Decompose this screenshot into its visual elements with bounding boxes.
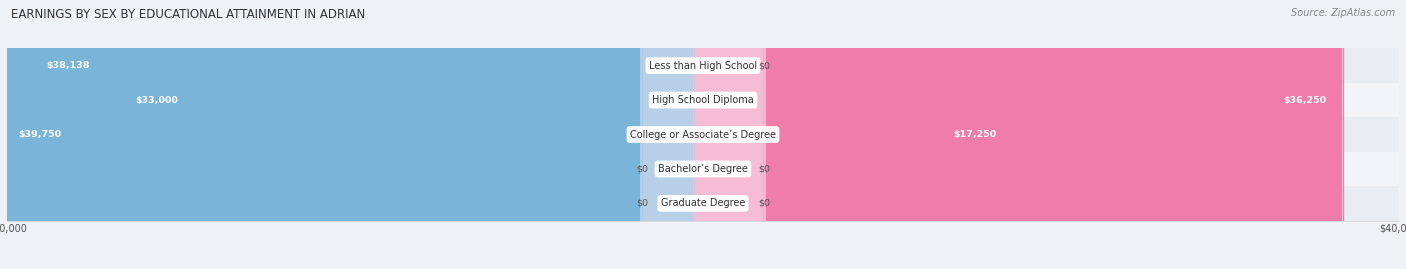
Text: $0: $0	[758, 61, 770, 70]
Bar	[7, 152, 1399, 186]
Text: High School Diploma: High School Diploma	[652, 95, 754, 105]
FancyBboxPatch shape	[1, 0, 713, 269]
Text: $33,000: $33,000	[136, 95, 179, 105]
FancyBboxPatch shape	[693, 0, 1014, 269]
Bar	[7, 117, 1399, 152]
FancyBboxPatch shape	[693, 0, 766, 269]
Text: Graduate Degree: Graduate Degree	[661, 198, 745, 208]
Bar	[7, 186, 1399, 221]
Bar	[7, 83, 1399, 117]
Text: $0: $0	[758, 164, 770, 174]
Text: $17,250: $17,250	[953, 130, 997, 139]
FancyBboxPatch shape	[640, 0, 713, 269]
Text: $39,750: $39,750	[18, 130, 62, 139]
Text: $0: $0	[758, 199, 770, 208]
Text: $0: $0	[636, 199, 648, 208]
Bar	[7, 48, 1399, 83]
FancyBboxPatch shape	[693, 0, 1344, 269]
Text: Less than High School: Less than High School	[650, 61, 756, 71]
Text: $36,250: $36,250	[1284, 95, 1327, 105]
FancyBboxPatch shape	[30, 0, 713, 269]
Text: $0: $0	[636, 164, 648, 174]
Text: Bachelor’s Degree: Bachelor’s Degree	[658, 164, 748, 174]
Text: EARNINGS BY SEX BY EDUCATIONAL ATTAINMENT IN ADRIAN: EARNINGS BY SEX BY EDUCATIONAL ATTAINMEN…	[11, 8, 366, 21]
Text: Source: ZipAtlas.com: Source: ZipAtlas.com	[1291, 8, 1395, 18]
FancyBboxPatch shape	[693, 0, 766, 269]
FancyBboxPatch shape	[693, 0, 766, 269]
Text: College or Associate’s Degree: College or Associate’s Degree	[630, 129, 776, 140]
FancyBboxPatch shape	[640, 0, 713, 269]
FancyBboxPatch shape	[118, 0, 713, 269]
Text: $38,138: $38,138	[46, 61, 90, 70]
